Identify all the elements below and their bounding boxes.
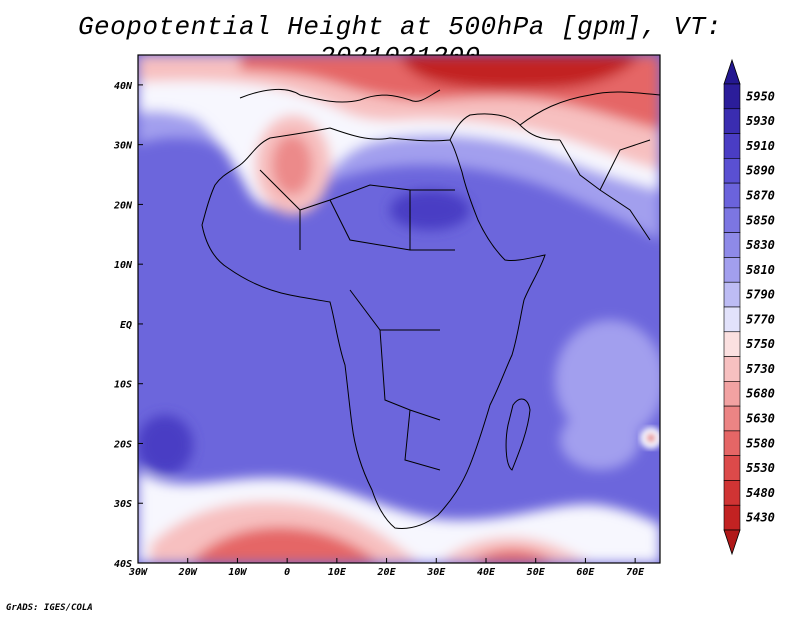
colorbar-swatch bbox=[723, 281, 741, 308]
lon-label: 60E bbox=[576, 567, 595, 578]
colorbar-level-label: 5870 bbox=[746, 189, 775, 203]
colorbar-level-label: 5890 bbox=[746, 164, 775, 178]
atlantic-deep-blue bbox=[138, 415, 193, 475]
colorbar-top-arrow bbox=[723, 58, 741, 85]
cyclone-core bbox=[647, 434, 655, 442]
lon-label: 10E bbox=[328, 567, 347, 578]
colorbar-swatch bbox=[723, 133, 741, 159]
lon-label: 70E bbox=[626, 567, 645, 578]
lon-label: 30W bbox=[128, 567, 148, 578]
colorbar-swatch bbox=[723, 405, 741, 432]
colorbar-swatch bbox=[723, 108, 741, 134]
north-dark-red-core bbox=[400, 55, 640, 90]
colorbar-swatch bbox=[723, 158, 741, 184]
colorbar: 5950 5930 5910 5890 5870 5850 5830 5810 5790 5770… bbox=[723, 58, 775, 556]
colorbar-swatch bbox=[723, 430, 741, 456]
colorbar-swatch bbox=[723, 207, 741, 233]
colorbar-swatch bbox=[723, 182, 741, 209]
lat-label: 20S bbox=[113, 439, 132, 450]
lon-label: 50E bbox=[527, 567, 546, 578]
lon-label: 20W bbox=[178, 567, 198, 578]
colorbar-level-label: 5530 bbox=[746, 461, 775, 475]
lat-label: 30N bbox=[113, 141, 133, 152]
colorbar-level-label: 5810 bbox=[746, 263, 775, 277]
colorbar-bottom-arrow bbox=[723, 529, 741, 556]
colorbar-level-label: 5930 bbox=[746, 114, 775, 128]
colorbar-swatch bbox=[723, 455, 741, 481]
lon-label: 40E bbox=[477, 567, 496, 578]
madagascar-coastline bbox=[505, 398, 531, 471]
arabia-asia-borders bbox=[559, 139, 651, 241]
colorbar-level-label: 5480 bbox=[746, 486, 775, 500]
colorbar-swatch bbox=[723, 356, 741, 382]
lon-label: 0 bbox=[284, 567, 290, 578]
indian-ocean-light-2 bbox=[560, 410, 640, 470]
colorbar-level-label: 5580 bbox=[746, 436, 775, 450]
colorbar-swatch bbox=[723, 306, 741, 333]
longitude-axis: 30W 20W 10W 0 10E 20E 30E 40E 50E 60E 70E bbox=[128, 558, 645, 578]
colorbar-level-label: 5680 bbox=[746, 387, 775, 401]
lon-label: 30E bbox=[426, 567, 446, 578]
colorbar-swatch bbox=[723, 83, 741, 110]
colorbar-level-label: 5830 bbox=[746, 238, 775, 252]
latitude-axis: 40N 30N 20N 10N EQ 10S 20S 30S 40S bbox=[113, 81, 143, 570]
colorbar-level-label: 5430 bbox=[746, 511, 775, 525]
colorbar-swatch bbox=[723, 232, 741, 258]
colorbar-swatch bbox=[723, 331, 741, 357]
south-red-trough-2 bbox=[470, 549, 555, 563]
colorbar-level-label: 5910 bbox=[746, 139, 775, 153]
coastlines-borders bbox=[201, 89, 660, 529]
colorbar-level-label: 5850 bbox=[746, 213, 775, 227]
colorbar-swatch bbox=[723, 480, 741, 506]
lon-label: 20E bbox=[377, 567, 397, 578]
lat-label: 10N bbox=[114, 260, 133, 271]
colorbar-swatch bbox=[723, 257, 741, 283]
sudan-deep-blue bbox=[390, 190, 470, 230]
colorbar-level-label: 5750 bbox=[746, 337, 775, 351]
south-red-trough-1 bbox=[190, 527, 380, 563]
lat-label: EQ bbox=[120, 320, 132, 331]
colorbar-level-label: 5630 bbox=[746, 412, 775, 426]
sahara-high-core bbox=[272, 135, 312, 195]
lat-label: 40S bbox=[114, 559, 132, 570]
grads-credit: GrADS: IGES/COLA bbox=[6, 603, 93, 613]
colorbar-level-label: 5950 bbox=[746, 89, 775, 103]
lon-label: 10W bbox=[228, 567, 247, 578]
colorbar-level-label: 5790 bbox=[746, 288, 775, 302]
africa-coastline bbox=[201, 127, 546, 529]
lat-label: 10S bbox=[114, 380, 132, 391]
lat-label: 40N bbox=[114, 81, 133, 92]
colorbar-swatch bbox=[723, 504, 741, 531]
colorbar-swatch bbox=[723, 381, 741, 407]
indian-ocean-light bbox=[555, 320, 660, 440]
lat-label: 30S bbox=[113, 499, 132, 510]
lat-label: 20N bbox=[113, 200, 133, 211]
country-borders bbox=[259, 169, 455, 471]
mediterranean-coast bbox=[239, 89, 660, 141]
colorbar-level-label: 5770 bbox=[746, 312, 775, 326]
colorbar-level-label: 5730 bbox=[746, 362, 775, 376]
plot-frame bbox=[137, 54, 661, 564]
geopotential-field bbox=[138, 55, 660, 563]
